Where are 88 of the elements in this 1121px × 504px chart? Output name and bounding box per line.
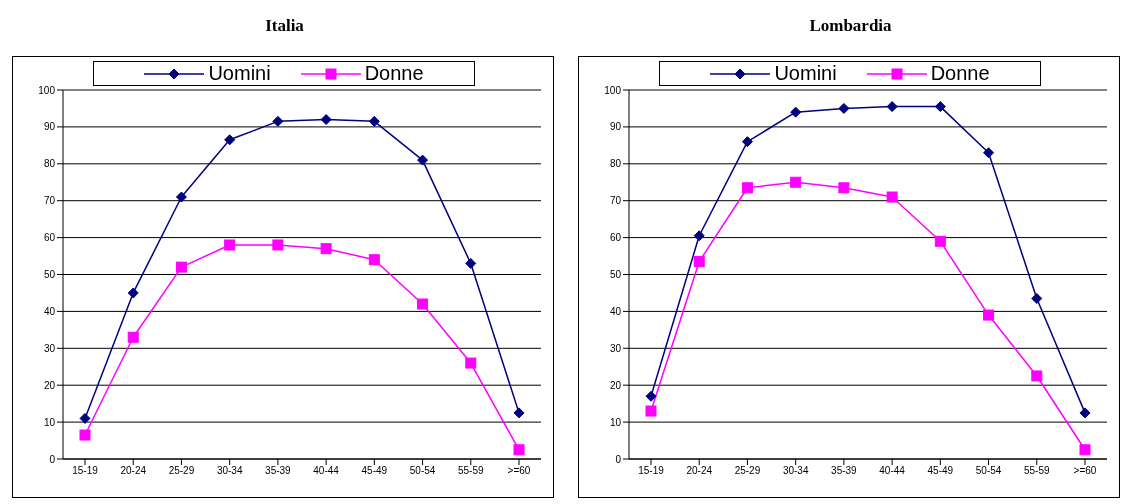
- point: [465, 257, 477, 269]
- point: [1031, 292, 1043, 304]
- y-tick-label: 60: [609, 232, 622, 244]
- y-tick-label: 20: [43, 379, 56, 391]
- y-tick-label: 70: [609, 195, 622, 207]
- y-tick-label: 50: [43, 269, 56, 281]
- y-tick-label: 30: [43, 342, 56, 354]
- y-tick-label: 80: [43, 158, 56, 170]
- x-tick-label: 20-24: [120, 465, 147, 477]
- legend-label: Uomini: [208, 62, 271, 85]
- x-tick-label: 15-19: [72, 465, 99, 477]
- y-tick-label: 100: [38, 84, 56, 96]
- y-tick-label: 90: [43, 121, 56, 133]
- point: [127, 287, 139, 299]
- point: [886, 101, 898, 113]
- point: [886, 191, 898, 203]
- point: [741, 182, 753, 194]
- x-tick-label: 35-39: [831, 465, 858, 477]
- x-tick-label: 55-59: [457, 465, 484, 477]
- point: [465, 357, 477, 369]
- y-tick-label: 20: [609, 379, 622, 391]
- point: [417, 298, 429, 310]
- point: [79, 412, 91, 424]
- y-tick-label: 70: [43, 195, 56, 207]
- y-tick-label: 10: [609, 416, 622, 428]
- point: [1079, 444, 1091, 456]
- point: [175, 261, 187, 273]
- point: [934, 101, 946, 113]
- point: [224, 239, 236, 251]
- point: [175, 191, 187, 203]
- point: [368, 254, 380, 266]
- point: [320, 114, 332, 126]
- point: [983, 309, 995, 321]
- y-tick-label: 50: [609, 269, 622, 281]
- x-tick-label: 50-54: [409, 465, 436, 477]
- point: [790, 106, 802, 118]
- y-tick-label: 80: [609, 158, 622, 170]
- point: [320, 243, 332, 255]
- point: [368, 115, 380, 127]
- x-tick-label: 35-39: [265, 465, 292, 477]
- y-tick-label: 30: [609, 342, 622, 354]
- point: [645, 390, 657, 402]
- point: [790, 176, 802, 188]
- point: [513, 407, 525, 419]
- point: [1031, 370, 1043, 382]
- point: [513, 444, 525, 456]
- x-tick-label: 40-44: [313, 465, 340, 477]
- point: [127, 331, 139, 343]
- x-tick-label: 55-59: [1023, 465, 1050, 477]
- x-tick-label: 45-49: [361, 465, 388, 477]
- point: [272, 115, 284, 127]
- y-tick-label: 60: [43, 232, 56, 244]
- y-tick-label: 40: [609, 305, 622, 317]
- x-tick-label: 50-54: [975, 465, 1002, 477]
- legend-label: Donne: [930, 62, 990, 85]
- y-tick-label: 40: [43, 305, 56, 317]
- y-tick-label: 0: [615, 453, 622, 465]
- point: [838, 102, 850, 114]
- point: [693, 230, 705, 242]
- x-tick-label: >=60: [1073, 465, 1097, 477]
- point: [417, 154, 429, 166]
- x-tick-label: >=60: [507, 465, 531, 477]
- point: [838, 182, 850, 194]
- x-tick-label: 25-29: [168, 465, 195, 477]
- point: [983, 147, 995, 159]
- legend-label: Uomini: [774, 62, 837, 85]
- point: [224, 134, 236, 146]
- x-tick-label: 25-29: [734, 465, 761, 477]
- x-tick-label: 20-24: [686, 465, 713, 477]
- x-tick-label: 15-19: [638, 465, 665, 477]
- point: [272, 239, 284, 251]
- point: [79, 429, 91, 441]
- x-tick-label: 40-44: [879, 465, 906, 477]
- point: [741, 136, 753, 148]
- point: [1079, 407, 1091, 419]
- point: [934, 235, 946, 247]
- chart-title: Italia: [264, 16, 305, 37]
- x-tick-label: 30-34: [216, 465, 243, 477]
- point: [693, 256, 705, 268]
- legend-label: Donne: [364, 62, 424, 85]
- chart-title: Lombardia: [808, 16, 893, 37]
- point: [645, 405, 657, 417]
- y-tick-label: 0: [49, 453, 56, 465]
- y-tick-label: 100: [604, 84, 622, 96]
- x-tick-label: 30-34: [782, 465, 809, 477]
- y-tick-label: 90: [609, 121, 622, 133]
- y-tick-label: 10: [43, 416, 56, 428]
- x-tick-label: 45-49: [927, 465, 954, 477]
